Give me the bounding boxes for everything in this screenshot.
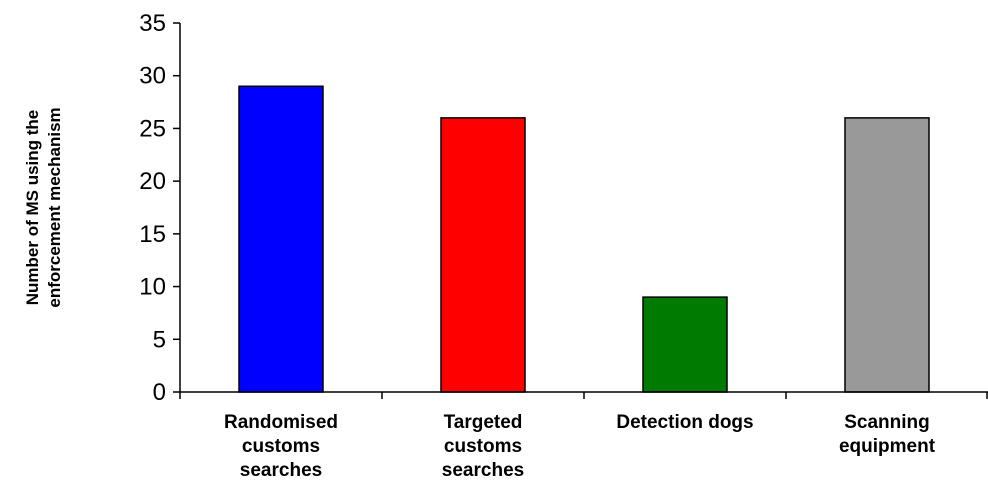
x-category-label-line: customs bbox=[444, 436, 522, 457]
x-category-label-line: Scanning bbox=[844, 412, 930, 433]
y-tick-label: 0 bbox=[153, 379, 166, 406]
bar bbox=[844, 117, 930, 393]
x-category-label: Targeted customs searches bbox=[442, 412, 524, 481]
x-category-label: Scanning equipment bbox=[839, 412, 936, 457]
x-category-label: Randomised customs searches bbox=[224, 412, 338, 481]
x-category-label-line: Targeted bbox=[444, 412, 523, 433]
x-category-label-line: equipment bbox=[839, 436, 936, 457]
y-axis-title-line: enforcement mechanism bbox=[45, 107, 64, 307]
y-tick-label: 30 bbox=[139, 63, 166, 90]
y-tick-label: 35 bbox=[139, 10, 166, 37]
x-category-label-line: customs bbox=[242, 436, 320, 457]
x-category-label: Detection dogs bbox=[616, 412, 753, 433]
x-category-label-line: searches bbox=[240, 460, 322, 481]
y-axis-title: Number of MS using the enforcement mechan… bbox=[23, 107, 64, 307]
bar bbox=[440, 117, 526, 393]
bar bbox=[642, 296, 728, 393]
y-axis-ticks: 0 5 10 15 20 25 30 35 bbox=[139, 10, 180, 406]
y-tick-label: 25 bbox=[139, 115, 166, 142]
bar bbox=[238, 85, 324, 393]
y-axis-title-line: Number of MS using the bbox=[23, 110, 42, 306]
x-axis-category-labels: Randomised customs searches Targeted customs… bbox=[224, 412, 936, 481]
bars bbox=[238, 85, 930, 393]
y-tick-label: 10 bbox=[139, 274, 166, 301]
x-category-label-line: Detection dogs bbox=[616, 412, 753, 433]
x-category-label-line: Randomised bbox=[224, 412, 338, 433]
y-tick-label: 5 bbox=[153, 326, 166, 353]
axes bbox=[179, 23, 988, 399]
x-category-label-line: searches bbox=[442, 460, 524, 481]
y-tick-label: 15 bbox=[139, 221, 166, 248]
y-tick-label: 20 bbox=[139, 168, 166, 195]
